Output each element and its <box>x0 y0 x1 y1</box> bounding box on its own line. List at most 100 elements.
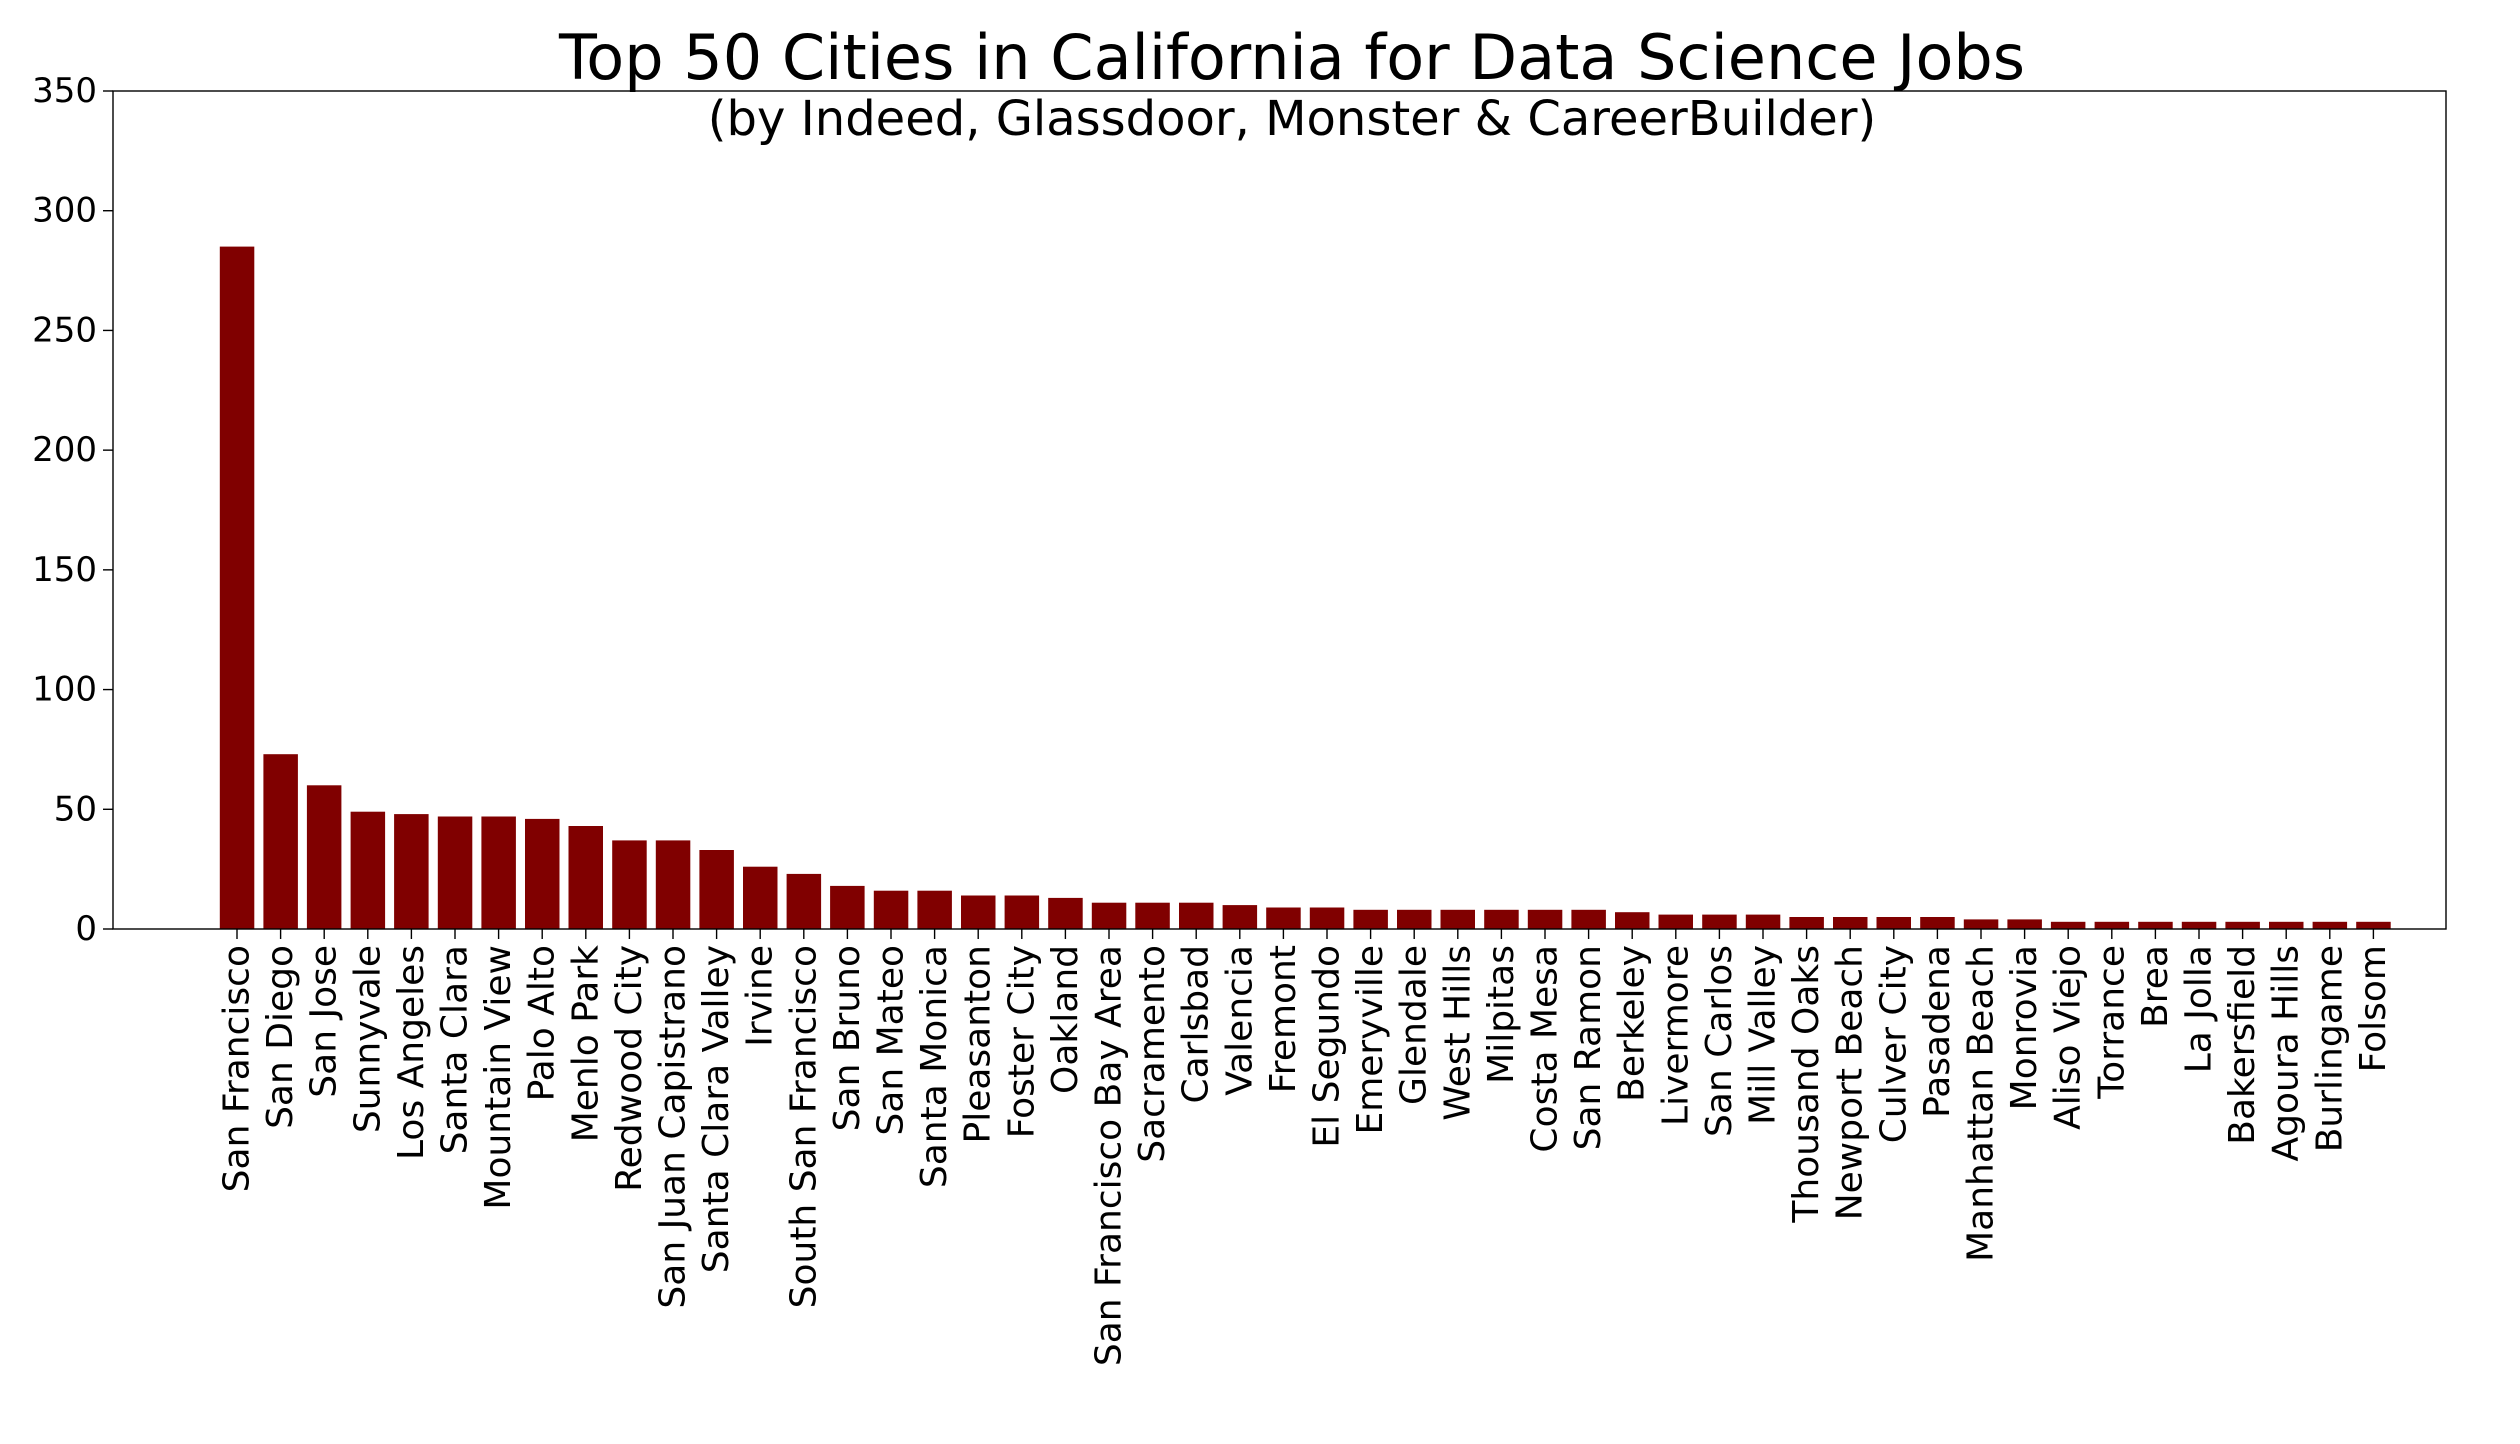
x-tick-label: Folsom <box>2353 945 2394 1072</box>
bar-aliso-viejo <box>2050 921 2086 929</box>
x-tick-label: Pasadena <box>1917 945 1958 1118</box>
x-tick-label: Mill Valley <box>1743 945 1784 1125</box>
bar-sunnyvale <box>350 811 386 929</box>
x-tick-label: Valencia <box>1219 945 1260 1096</box>
x-tick-label: Culver City <box>1873 945 1914 1143</box>
bar-redwood-city <box>612 840 647 929</box>
plot-frame <box>112 90 2447 930</box>
bar-carlsbad <box>1179 902 1214 929</box>
x-tick-label: Emeryville <box>1350 945 1391 1135</box>
bar-pleasanton <box>961 895 996 929</box>
x-tick-label: San Juan Capistrano <box>653 945 694 1309</box>
bar-west-hills <box>1440 909 1475 929</box>
bars-group <box>219 246 2391 930</box>
x-tick-label: Agoura Hills <box>2266 945 2307 1161</box>
bar-foster-city <box>1004 895 1040 929</box>
x-tick-label: Sunnyvale <box>347 945 388 1133</box>
x-tick-label: San Diego <box>260 945 301 1129</box>
bar-culver-city <box>1876 917 1911 929</box>
y-tick-label: 350 <box>32 71 97 111</box>
bar-san-francisco <box>219 246 255 930</box>
bar-palo-alto <box>525 818 560 929</box>
bar-emeryville <box>1353 909 1388 929</box>
x-tick-label: Los Angeles <box>391 945 432 1160</box>
y-tick-label: 0 <box>75 909 97 949</box>
bar-menlo-park <box>568 826 603 929</box>
bar-san-jose <box>306 785 342 929</box>
x-tick-label: West Hills <box>1437 945 1478 1121</box>
y-tick-label: 300 <box>32 191 97 231</box>
bar-oakland <box>1048 897 1083 929</box>
bar-san-francisco-bay-area <box>1091 902 1127 929</box>
x-tick-label: San Carlos <box>1699 945 1740 1137</box>
bar-santa-monica <box>917 890 952 929</box>
x-tick-label: Santa Clara Valley <box>696 945 737 1273</box>
x-tick-label: Milpitas <box>1481 945 1522 1084</box>
y-axis: 0 50 100 150 200 250 300 350 <box>32 71 113 949</box>
x-tick-label: San Francisco <box>217 945 258 1192</box>
x-tick-label: Menlo Park <box>565 945 606 1142</box>
bar-san-bruno <box>830 885 865 929</box>
bar-san-diego <box>263 754 298 929</box>
x-tick-label: Monrovia <box>2004 945 2045 1110</box>
y-tick-label: 50 <box>54 789 97 829</box>
bar-el-segundo <box>1309 907 1345 929</box>
y-tick-label: 100 <box>32 670 97 710</box>
x-tick-label: Manhattan Beach <box>1961 945 2002 1262</box>
x-tick-label: Santa Monica <box>914 945 955 1188</box>
x-tick-label: Oakland <box>1045 945 1086 1094</box>
bar-burlingame <box>2312 921 2348 929</box>
x-tick-label: Burlingame <box>2309 945 2350 1152</box>
y-tick-label: 250 <box>32 310 97 350</box>
bar-livermore <box>1658 914 1693 929</box>
x-tick-label: South San Francisco <box>783 945 824 1308</box>
x-tick-label: Santa Clara <box>435 945 476 1154</box>
x-tick-label: San Ramon <box>1568 945 1609 1150</box>
x-tick-label: San Jose <box>304 945 345 1098</box>
bar-folsom <box>2356 921 2391 929</box>
bar-santa-clara <box>437 816 473 929</box>
bar-santa-clara-valley <box>699 850 734 929</box>
x-tick-label: San Mateo <box>871 945 912 1136</box>
bar-san-ramon <box>1571 909 1606 929</box>
bar-manhattan-beach <box>1963 919 1999 929</box>
x-tick-label: Brea <box>2135 945 2176 1028</box>
bar-fremont <box>1266 907 1301 929</box>
bar-irvine <box>743 866 778 929</box>
x-tick-label: Mountain View <box>478 945 519 1210</box>
bar-mountain-view <box>481 816 516 929</box>
bar-costa-mesa <box>1527 909 1563 929</box>
y-tick-label: 200 <box>32 430 97 470</box>
x-tick-label: Berkeley <box>1612 945 1653 1102</box>
bar-la-jolla <box>2181 921 2217 929</box>
x-tick-label: Foster City <box>1001 945 1042 1138</box>
bar-valencia <box>1222 905 1258 929</box>
bar-berkeley <box>1615 912 1650 929</box>
bar-san-juan-capistrano <box>655 840 691 929</box>
x-tick-label: San Bruno <box>827 945 868 1131</box>
bar-glendale <box>1397 909 1432 929</box>
x-tick-label: Torrance <box>2091 945 2132 1100</box>
bar-san-mateo <box>873 890 909 929</box>
x-tick-label: El Segundo <box>1307 945 1348 1148</box>
bar-milpitas <box>1484 909 1519 929</box>
bar-san-carlos <box>1702 914 1737 929</box>
x-tick-label: Irvine <box>740 945 781 1047</box>
bar-thousand-oaks <box>1789 917 1824 929</box>
chart-title: Top 50 Cities in California for Data Sci… <box>558 21 2025 94</box>
x-tick-label: Newport Beach <box>1830 945 1871 1220</box>
x-tick-label: Livermore <box>1655 945 1696 1126</box>
y-tick-label: 150 <box>32 550 97 590</box>
x-tick-label: Redwood City <box>609 945 650 1192</box>
x-tick-label: Palo Alto <box>522 945 563 1101</box>
x-tick-label: Bakersfield <box>2222 945 2263 1145</box>
bar-torrance <box>2094 921 2130 929</box>
x-axis: San Francisco San Diego San Jose Sunnyvale L… <box>217 929 2394 1366</box>
bar-pasadena <box>1920 917 1955 929</box>
x-tick-label: Thousand Oaks <box>1786 945 1827 1224</box>
x-tick-label: Carlsbad <box>1176 945 1217 1104</box>
bar-bakersfield <box>2225 921 2260 929</box>
bar-mill-valley <box>1745 914 1781 929</box>
